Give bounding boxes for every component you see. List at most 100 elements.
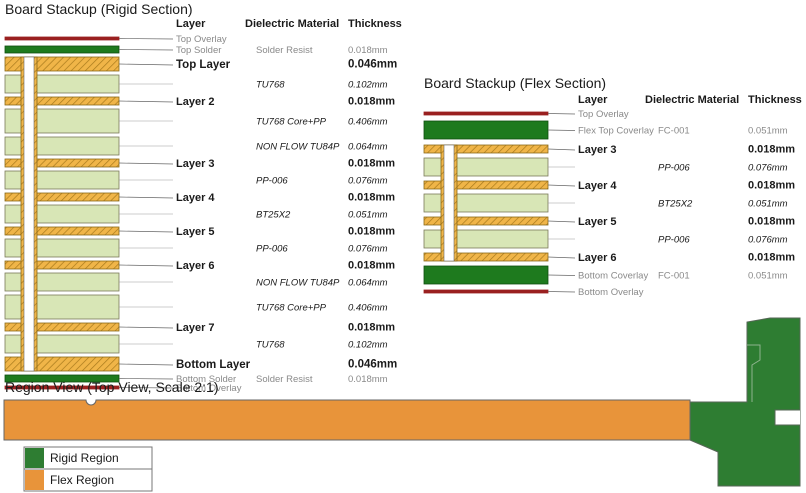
legend-label-rigid: Rigid Region — [50, 451, 119, 465]
legend-swatch-flex — [25, 470, 44, 490]
rigid-layer-label: Top Solder — [176, 45, 221, 56]
rigid-layer-label: Layer 2 — [176, 96, 215, 108]
rigid-layer-label: Top Layer — [176, 59, 231, 71]
flex-leader-line — [547, 291, 576, 293]
region-legend: Rigid Region Flex Region — [23, 446, 153, 492]
rigid-leader-line — [118, 387, 174, 389]
flex-layer-label: Top Overlay — [578, 109, 629, 120]
rigid-layer-label: Layer 5 — [176, 226, 215, 238]
flex-thickness-label: 0.018mm — [748, 144, 795, 156]
flex-material-label: FC-001 — [658, 126, 690, 137]
rigid-material-label: TU768 — [256, 340, 285, 351]
rigid-material-label: Solder Resist — [256, 45, 313, 56]
rigid-thickness-label: 0.018mm — [348, 45, 388, 56]
rigid-mask-rect — [4, 45, 120, 54]
rigid-thickness-label: 0.018mm — [348, 96, 395, 108]
rigid-thickness-label: 0.046mm — [348, 59, 397, 71]
flex-material-label: FC-001 — [658, 271, 690, 282]
rigid-layer-label: Bottom Overlay — [176, 383, 242, 394]
rigid-material-label: NON FLOW TU84P — [256, 278, 340, 289]
rigid-layer-label: Layer 3 — [176, 158, 215, 170]
rigid-overlay-rect — [4, 36, 120, 41]
flex-leader-line — [547, 148, 576, 151]
rigid-thickness-label: 0.064mm — [348, 278, 388, 289]
flex-thickness-label: 0.051mm — [748, 199, 788, 210]
rigid-thickness-label: 0.018mm — [348, 226, 395, 238]
rigid-thickness-label: 0.018mm — [348, 374, 388, 385]
flex-leader-line — [547, 129, 576, 131]
flex-header-material: Dielectric Material — [645, 94, 739, 106]
flex-thickness-label: 0.051mm — [748, 271, 788, 282]
rigid-layer-label: Bottom Solder — [176, 374, 236, 385]
flex-leader-line — [547, 184, 576, 187]
flex-stackup: Top Overlay Flex Top Coverlay FC-001 0.051m… — [423, 109, 795, 298]
rigid-leader-line — [118, 100, 174, 103]
rigid-material-label: PP-006 — [256, 176, 288, 187]
flex-coverlay-rect — [423, 120, 549, 140]
rigid-thickness-label: 0.046mm — [348, 359, 397, 371]
flex-leader-line — [547, 274, 576, 276]
rigid-thickness-label: 0.018mm — [348, 260, 395, 272]
rigid-title: Board Stackup (Rigid Section) — [5, 1, 193, 17]
flex-thickness-label: 0.018mm — [748, 216, 795, 228]
flex-thickness-label: 0.018mm — [748, 252, 795, 264]
rigid-leader-line — [118, 326, 174, 329]
rigid-leader-line — [118, 196, 174, 199]
flex-layer-label: Bottom Overlay — [578, 287, 644, 298]
rigid-thickness-label: 0.076mm — [348, 244, 388, 255]
rigid-via-hole — [23, 56, 35, 372]
rigid-material-label: PP-006 — [256, 244, 288, 255]
rigid-leader-line — [118, 378, 174, 380]
rigid-header-layer: Layer — [176, 18, 206, 30]
flex-leader-line — [547, 113, 576, 115]
flex-header-thickness: Thickness — [748, 94, 802, 106]
rigid-thickness-label: 0.102mm — [348, 80, 388, 91]
rigid-thickness-label: 0.076mm — [348, 176, 388, 187]
rigid-thickness-label: 0.018mm — [348, 322, 395, 334]
rigid-layer-label: Top Overlay — [176, 34, 227, 45]
rigid-region-notch-right — [774, 409, 800, 426]
legend-label-flex: Flex Region — [50, 473, 114, 487]
rigid-thickness-label: 0.406mm — [348, 303, 388, 314]
rigid-leader-line — [118, 264, 174, 267]
rigid-leader-line — [118, 230, 174, 233]
flex-coverlay-rect — [423, 265, 549, 285]
flex-leader-line — [547, 220, 576, 223]
flex-material-label: PP-006 — [658, 163, 690, 174]
rigid-layer-label: Layer 4 — [176, 192, 215, 204]
flex-layer-label: Layer 6 — [578, 252, 617, 264]
flex-overlay-rect — [423, 111, 549, 116]
region-title: Region View (Top View, Scale 2:1) — [5, 379, 219, 395]
flex-region-shape — [3, 399, 691, 441]
flex-material-label: PP-006 — [658, 235, 690, 246]
rigid-leader-line — [118, 63, 174, 66]
flex-layer-label: Layer 4 — [578, 180, 617, 192]
rigid-layer-label: Bottom Layer — [176, 359, 251, 371]
rigid-thickness-label: 0.102mm — [348, 340, 388, 351]
rigid-material-label: NON FLOW TU84P — [256, 142, 340, 153]
flex-via-hole — [443, 144, 455, 262]
rigid-material-label: BT25X2 — [256, 210, 291, 221]
flex-thickness-label: 0.076mm — [748, 163, 788, 174]
flex-title: Board Stackup (Flex Section) — [424, 75, 606, 91]
rigid-thickness-label: 0.051mm — [348, 210, 388, 221]
rigid-leader-line — [118, 363, 174, 366]
rigid-material-label: TU768 Core+PP — [256, 303, 327, 314]
rigid-header-thickness: Thickness — [348, 18, 402, 30]
rigid-thickness-label: 0.064mm — [348, 142, 388, 153]
rigid-region-shape — [689, 317, 801, 487]
flex-overlay-rect — [423, 289, 549, 294]
rigid-material-label: TU768 — [256, 80, 285, 91]
rigid-region-notch-left — [747, 344, 761, 402]
rigid-leader-line — [118, 162, 174, 165]
flex-layer-label: Layer 5 — [578, 216, 617, 228]
legend-swatch-rigid — [25, 448, 44, 468]
flex-material-label: BT25X2 — [658, 199, 693, 210]
rigid-leader-line — [118, 49, 174, 51]
flex-layer-label: Bottom Coverlay — [578, 271, 648, 282]
flex-layer-label: Layer 3 — [578, 144, 617, 156]
flex-layer-label: Flex Top Coverlay — [578, 126, 654, 137]
region-view — [3, 317, 801, 487]
flex-thickness-label: 0.018mm — [748, 180, 795, 192]
